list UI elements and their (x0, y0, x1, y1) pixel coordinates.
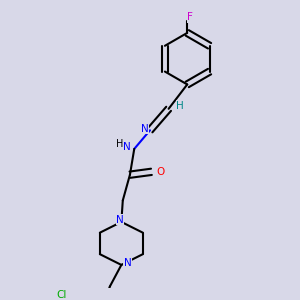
Text: O: O (156, 167, 164, 177)
Text: N: N (124, 259, 131, 269)
Text: N: N (123, 142, 131, 152)
Text: H: H (176, 101, 184, 111)
Text: H: H (116, 139, 123, 149)
Text: N: N (141, 124, 149, 134)
Text: N: N (116, 215, 124, 225)
Text: F: F (187, 12, 193, 22)
Text: Cl: Cl (57, 290, 67, 300)
